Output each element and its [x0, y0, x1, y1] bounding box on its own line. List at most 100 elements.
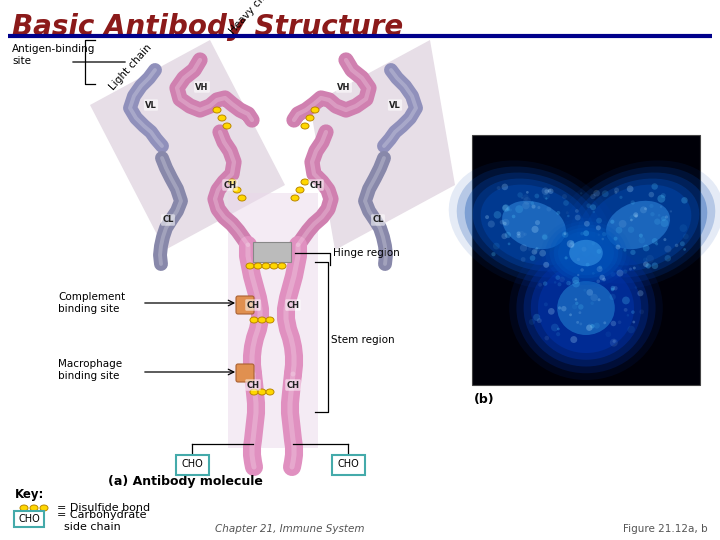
- Ellipse shape: [562, 194, 567, 199]
- Ellipse shape: [590, 194, 595, 199]
- Ellipse shape: [652, 238, 657, 244]
- FancyBboxPatch shape: [228, 193, 318, 448]
- Text: VL: VL: [145, 100, 157, 110]
- Ellipse shape: [464, 173, 603, 278]
- Ellipse shape: [580, 322, 582, 325]
- Ellipse shape: [544, 190, 549, 193]
- Ellipse shape: [629, 215, 635, 220]
- Ellipse shape: [563, 200, 569, 206]
- Ellipse shape: [497, 186, 500, 190]
- Ellipse shape: [613, 237, 618, 240]
- Ellipse shape: [632, 321, 635, 323]
- Ellipse shape: [566, 211, 569, 214]
- Text: CHO: CHO: [18, 514, 40, 524]
- Ellipse shape: [597, 249, 601, 254]
- Ellipse shape: [543, 262, 549, 268]
- Ellipse shape: [516, 243, 656, 373]
- Ellipse shape: [634, 214, 638, 218]
- Ellipse shape: [547, 188, 552, 192]
- Ellipse shape: [592, 272, 595, 275]
- Ellipse shape: [586, 325, 593, 331]
- Ellipse shape: [639, 309, 644, 314]
- Ellipse shape: [588, 323, 594, 330]
- Ellipse shape: [643, 245, 649, 251]
- Ellipse shape: [543, 281, 547, 286]
- Ellipse shape: [569, 281, 573, 286]
- Ellipse shape: [602, 278, 606, 281]
- Ellipse shape: [301, 123, 309, 129]
- Ellipse shape: [637, 290, 644, 296]
- Ellipse shape: [258, 317, 266, 323]
- Ellipse shape: [649, 204, 654, 208]
- Ellipse shape: [491, 252, 495, 256]
- Text: Basic Antibody Structure: Basic Antibody Structure: [12, 13, 403, 41]
- Ellipse shape: [613, 340, 616, 343]
- Ellipse shape: [533, 314, 540, 321]
- Ellipse shape: [610, 339, 618, 347]
- Text: CH: CH: [223, 180, 236, 190]
- Ellipse shape: [449, 160, 619, 289]
- Text: CL: CL: [162, 215, 174, 225]
- Text: Antigen-binding
site: Antigen-binding site: [12, 44, 95, 66]
- Ellipse shape: [494, 211, 501, 219]
- Ellipse shape: [665, 246, 672, 253]
- Ellipse shape: [652, 183, 658, 190]
- Ellipse shape: [554, 281, 557, 284]
- Text: VL: VL: [389, 100, 401, 110]
- Ellipse shape: [512, 215, 516, 218]
- Ellipse shape: [487, 220, 495, 227]
- Ellipse shape: [609, 294, 616, 300]
- Ellipse shape: [675, 244, 678, 247]
- Ellipse shape: [628, 226, 634, 233]
- Ellipse shape: [246, 263, 254, 269]
- Ellipse shape: [291, 195, 299, 201]
- Ellipse shape: [655, 242, 658, 245]
- Ellipse shape: [518, 192, 523, 198]
- Ellipse shape: [579, 311, 581, 314]
- Ellipse shape: [542, 234, 547, 240]
- Ellipse shape: [523, 194, 528, 200]
- Ellipse shape: [603, 321, 606, 324]
- Text: Key:: Key:: [15, 488, 45, 501]
- Ellipse shape: [631, 310, 635, 314]
- Text: = Carbohydrate
  side chain: = Carbohydrate side chain: [57, 510, 146, 532]
- Ellipse shape: [558, 231, 614, 275]
- Ellipse shape: [577, 258, 580, 261]
- Ellipse shape: [526, 191, 528, 194]
- Ellipse shape: [616, 269, 624, 276]
- Ellipse shape: [523, 197, 531, 205]
- Ellipse shape: [681, 197, 688, 204]
- Ellipse shape: [531, 256, 642, 360]
- Ellipse shape: [534, 249, 538, 254]
- Ellipse shape: [644, 207, 647, 210]
- Ellipse shape: [575, 209, 579, 213]
- Ellipse shape: [485, 215, 489, 219]
- Ellipse shape: [680, 241, 685, 246]
- Ellipse shape: [590, 324, 595, 328]
- Ellipse shape: [629, 268, 632, 271]
- Ellipse shape: [545, 198, 547, 200]
- Ellipse shape: [20, 505, 28, 511]
- Ellipse shape: [557, 281, 615, 335]
- Ellipse shape: [585, 262, 590, 267]
- Ellipse shape: [566, 281, 571, 286]
- Ellipse shape: [624, 308, 628, 312]
- Ellipse shape: [650, 212, 654, 217]
- Ellipse shape: [30, 505, 38, 511]
- Ellipse shape: [580, 232, 584, 235]
- Ellipse shape: [520, 244, 527, 252]
- Ellipse shape: [639, 234, 643, 238]
- Ellipse shape: [570, 336, 577, 343]
- Ellipse shape: [619, 195, 623, 199]
- Ellipse shape: [546, 206, 552, 212]
- Text: Stem region: Stem region: [331, 335, 395, 345]
- Ellipse shape: [569, 173, 707, 278]
- Ellipse shape: [577, 179, 699, 272]
- Ellipse shape: [531, 201, 534, 205]
- Ellipse shape: [611, 286, 615, 291]
- Ellipse shape: [649, 192, 654, 198]
- Ellipse shape: [493, 242, 500, 249]
- Ellipse shape: [539, 250, 546, 256]
- FancyBboxPatch shape: [253, 242, 291, 262]
- Ellipse shape: [301, 179, 309, 185]
